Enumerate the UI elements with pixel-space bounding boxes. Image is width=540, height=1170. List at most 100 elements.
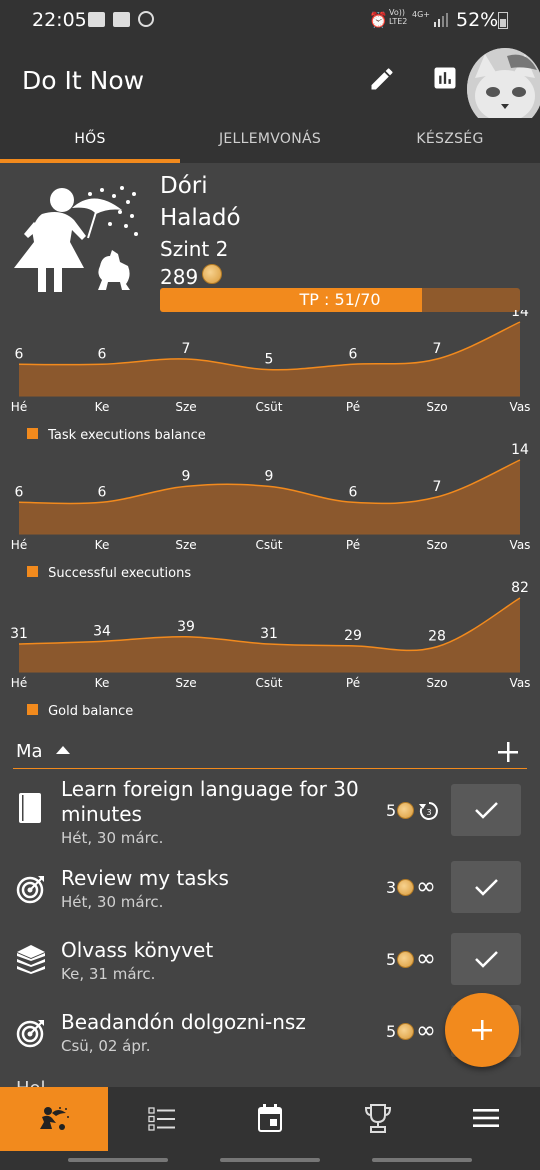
task-date: Csü, 02 ápr. bbox=[61, 1037, 151, 1055]
tab-skills[interactable]: KÉSZSÉG bbox=[416, 131, 484, 147]
tp-progress-bar: TP : 51/70 bbox=[160, 288, 520, 312]
task-date: Hét, 30 márc. bbox=[61, 893, 164, 911]
calendar-icon bbox=[258, 1104, 282, 1132]
tab-hero[interactable]: HŐS bbox=[74, 131, 106, 147]
legend-label: Task executions balance bbox=[48, 428, 206, 443]
chart-data-label: 7 bbox=[433, 341, 442, 357]
chart-data-label: 7 bbox=[433, 479, 442, 495]
gold-coin-icon bbox=[397, 951, 414, 968]
gold-coin-icon bbox=[202, 264, 222, 284]
chart-tick-label: Szo bbox=[426, 676, 447, 690]
hero-illustration bbox=[10, 184, 145, 296]
app-title: Do It Now bbox=[22, 66, 145, 95]
gold-coin-icon bbox=[397, 802, 414, 819]
avatar[interactable] bbox=[467, 48, 540, 130]
chart-tick-label: Sze bbox=[175, 400, 196, 414]
task-row[interactable]: Learn foreign language for 30 minutes Hé… bbox=[0, 772, 540, 852]
task-row[interactable]: Review my tasks Hét, 30 márc. 3 ∞ bbox=[0, 858, 540, 924]
chart-data-label: 14 bbox=[511, 442, 529, 458]
messenger-icon bbox=[138, 11, 154, 27]
svg-text:3: 3 bbox=[426, 808, 431, 817]
hero-gold: 289 bbox=[160, 265, 199, 289]
tab-indicator bbox=[0, 159, 180, 163]
battery-percent: 52% bbox=[456, 9, 499, 31]
next-section-label: Hol bbox=[16, 1078, 46, 1087]
nav-hero[interactable] bbox=[0, 1087, 108, 1151]
task-title: Learn foreign language for 30 bbox=[61, 777, 359, 801]
wifi-box-icon bbox=[113, 12, 130, 27]
section-header[interactable]: Ma bbox=[16, 741, 216, 765]
status-time: 22:05 bbox=[32, 9, 87, 31]
task-date: Hét, 30 márc. bbox=[61, 829, 164, 847]
chart-tick-label: Szo bbox=[426, 538, 447, 552]
task-row[interactable]: Olvass könyvet Ke, 31 márc. 5 ∞ bbox=[0, 930, 540, 996]
nav-menu[interactable] bbox=[432, 1087, 540, 1151]
hamburger-menu-icon bbox=[473, 1109, 499, 1127]
chart-data-label: 9 bbox=[265, 468, 274, 484]
gesture-bar bbox=[0, 1151, 540, 1170]
chart-tick-label: Vas bbox=[510, 676, 531, 690]
edit-icon[interactable] bbox=[368, 65, 396, 93]
tp-progress-fill bbox=[160, 288, 423, 312]
legend-swatch bbox=[27, 704, 38, 715]
target-icon bbox=[16, 874, 46, 904]
chart-data-label: 7 bbox=[182, 341, 191, 357]
repeat-icon: 3 bbox=[417, 799, 441, 823]
alarm-icon: ⏰ bbox=[369, 11, 388, 29]
infinity-icon: ∞ bbox=[416, 944, 436, 972]
notebook-icon bbox=[18, 792, 42, 824]
chart-data-label: 31 bbox=[10, 626, 28, 642]
chart-tick-label: Pé bbox=[346, 400, 360, 414]
charts-area: 6 6 7 5 6 7 14 Hé Ke Sze Csüt Pé Szo Vas 6 6 9 9 6 7 14 Hé Ke S… bbox=[10, 310, 531, 690]
add-fab-button[interactable] bbox=[445, 993, 519, 1067]
chart-tick-label: Pé bbox=[346, 538, 360, 552]
hero-level: Szint 2 bbox=[160, 237, 229, 261]
add-task-icon[interactable] bbox=[497, 741, 519, 763]
chart-tick-label: Sze bbox=[175, 676, 196, 690]
tp-label: TP : 51/70 bbox=[299, 290, 381, 309]
hero-nav-icon bbox=[40, 1107, 69, 1130]
battery-icon bbox=[498, 12, 508, 29]
hero-rank: Haladó bbox=[160, 205, 241, 231]
chart-tick-label: Hé bbox=[11, 400, 27, 414]
nav-task-list[interactable] bbox=[108, 1087, 216, 1151]
section-divider bbox=[13, 768, 527, 769]
chart-data-label: 14 bbox=[511, 310, 529, 320]
legend-label: Gold balance bbox=[48, 704, 134, 719]
collapse-arrow-icon[interactable] bbox=[55, 746, 70, 754]
tab-traits[interactable]: JELLEMVONÁS bbox=[218, 131, 322, 147]
gallery-icon bbox=[88, 12, 105, 27]
chart-tick-label: Csüt bbox=[256, 538, 283, 552]
chart-data-label: 9 bbox=[182, 468, 191, 484]
legend-swatch bbox=[27, 566, 38, 577]
chart-series-line bbox=[18, 597, 521, 652]
gesture-pill-center bbox=[220, 1158, 320, 1162]
nav-calendar[interactable] bbox=[216, 1087, 324, 1151]
chart-data-label: 28 bbox=[428, 629, 446, 645]
chart-area-fill bbox=[19, 460, 520, 534]
complete-task-button[interactable] bbox=[451, 933, 521, 985]
gesture-pill-right bbox=[372, 1158, 472, 1162]
stats-icon[interactable] bbox=[431, 64, 459, 92]
legend-swatch bbox=[27, 428, 38, 439]
complete-task-button[interactable] bbox=[451, 784, 521, 836]
checklist-icon bbox=[148, 1107, 175, 1131]
hero-name: Dóri bbox=[160, 173, 208, 199]
app-bar: Do It Now bbox=[0, 42, 540, 130]
plus-icon bbox=[472, 1020, 492, 1040]
bottom-navigation bbox=[0, 1087, 540, 1151]
chart-tick-label: Csüt bbox=[256, 676, 283, 690]
books-icon bbox=[15, 944, 47, 974]
chart-data-label: 6 bbox=[349, 346, 358, 362]
task-gold: 5 bbox=[386, 950, 397, 969]
chart-tick-label: Vas bbox=[510, 400, 531, 414]
chart-tick-label: Sze bbox=[175, 538, 196, 552]
chart-series-line bbox=[18, 321, 521, 371]
volte-label: Vo)) bbox=[389, 8, 405, 17]
chart-tick-label: Vas bbox=[510, 538, 531, 552]
nav-achievements[interactable] bbox=[324, 1087, 432, 1151]
complete-task-button[interactable] bbox=[451, 861, 521, 913]
task-gold: 3 bbox=[386, 878, 397, 897]
volte-indicator: Vo)) LTE2 bbox=[389, 8, 407, 26]
chart-tick-label: Szo bbox=[426, 400, 447, 414]
